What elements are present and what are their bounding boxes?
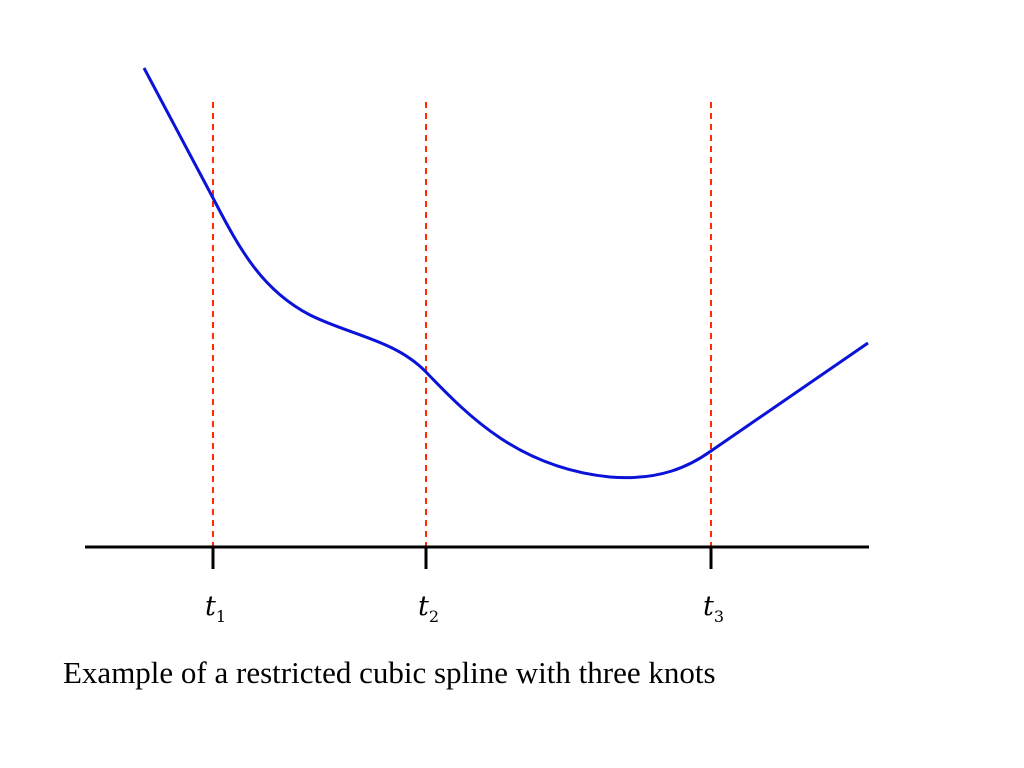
knot-symbol-1: t bbox=[205, 591, 216, 622]
knot-label-3: t3 bbox=[703, 591, 724, 626]
knot-subscript-2: 2 bbox=[429, 607, 439, 626]
spline-curve bbox=[142, 67, 869, 480]
knot-label-1: t1 bbox=[205, 591, 226, 626]
knot-subscript-1: 1 bbox=[216, 607, 226, 626]
knot-subscript-3: 3 bbox=[714, 607, 724, 626]
figure-caption: Example of a restricted cubic spline wit… bbox=[63, 655, 716, 690]
knot-symbol-2: t bbox=[418, 591, 429, 622]
knot-label-2: t2 bbox=[418, 591, 439, 626]
knot-symbol-3: t bbox=[703, 591, 714, 622]
